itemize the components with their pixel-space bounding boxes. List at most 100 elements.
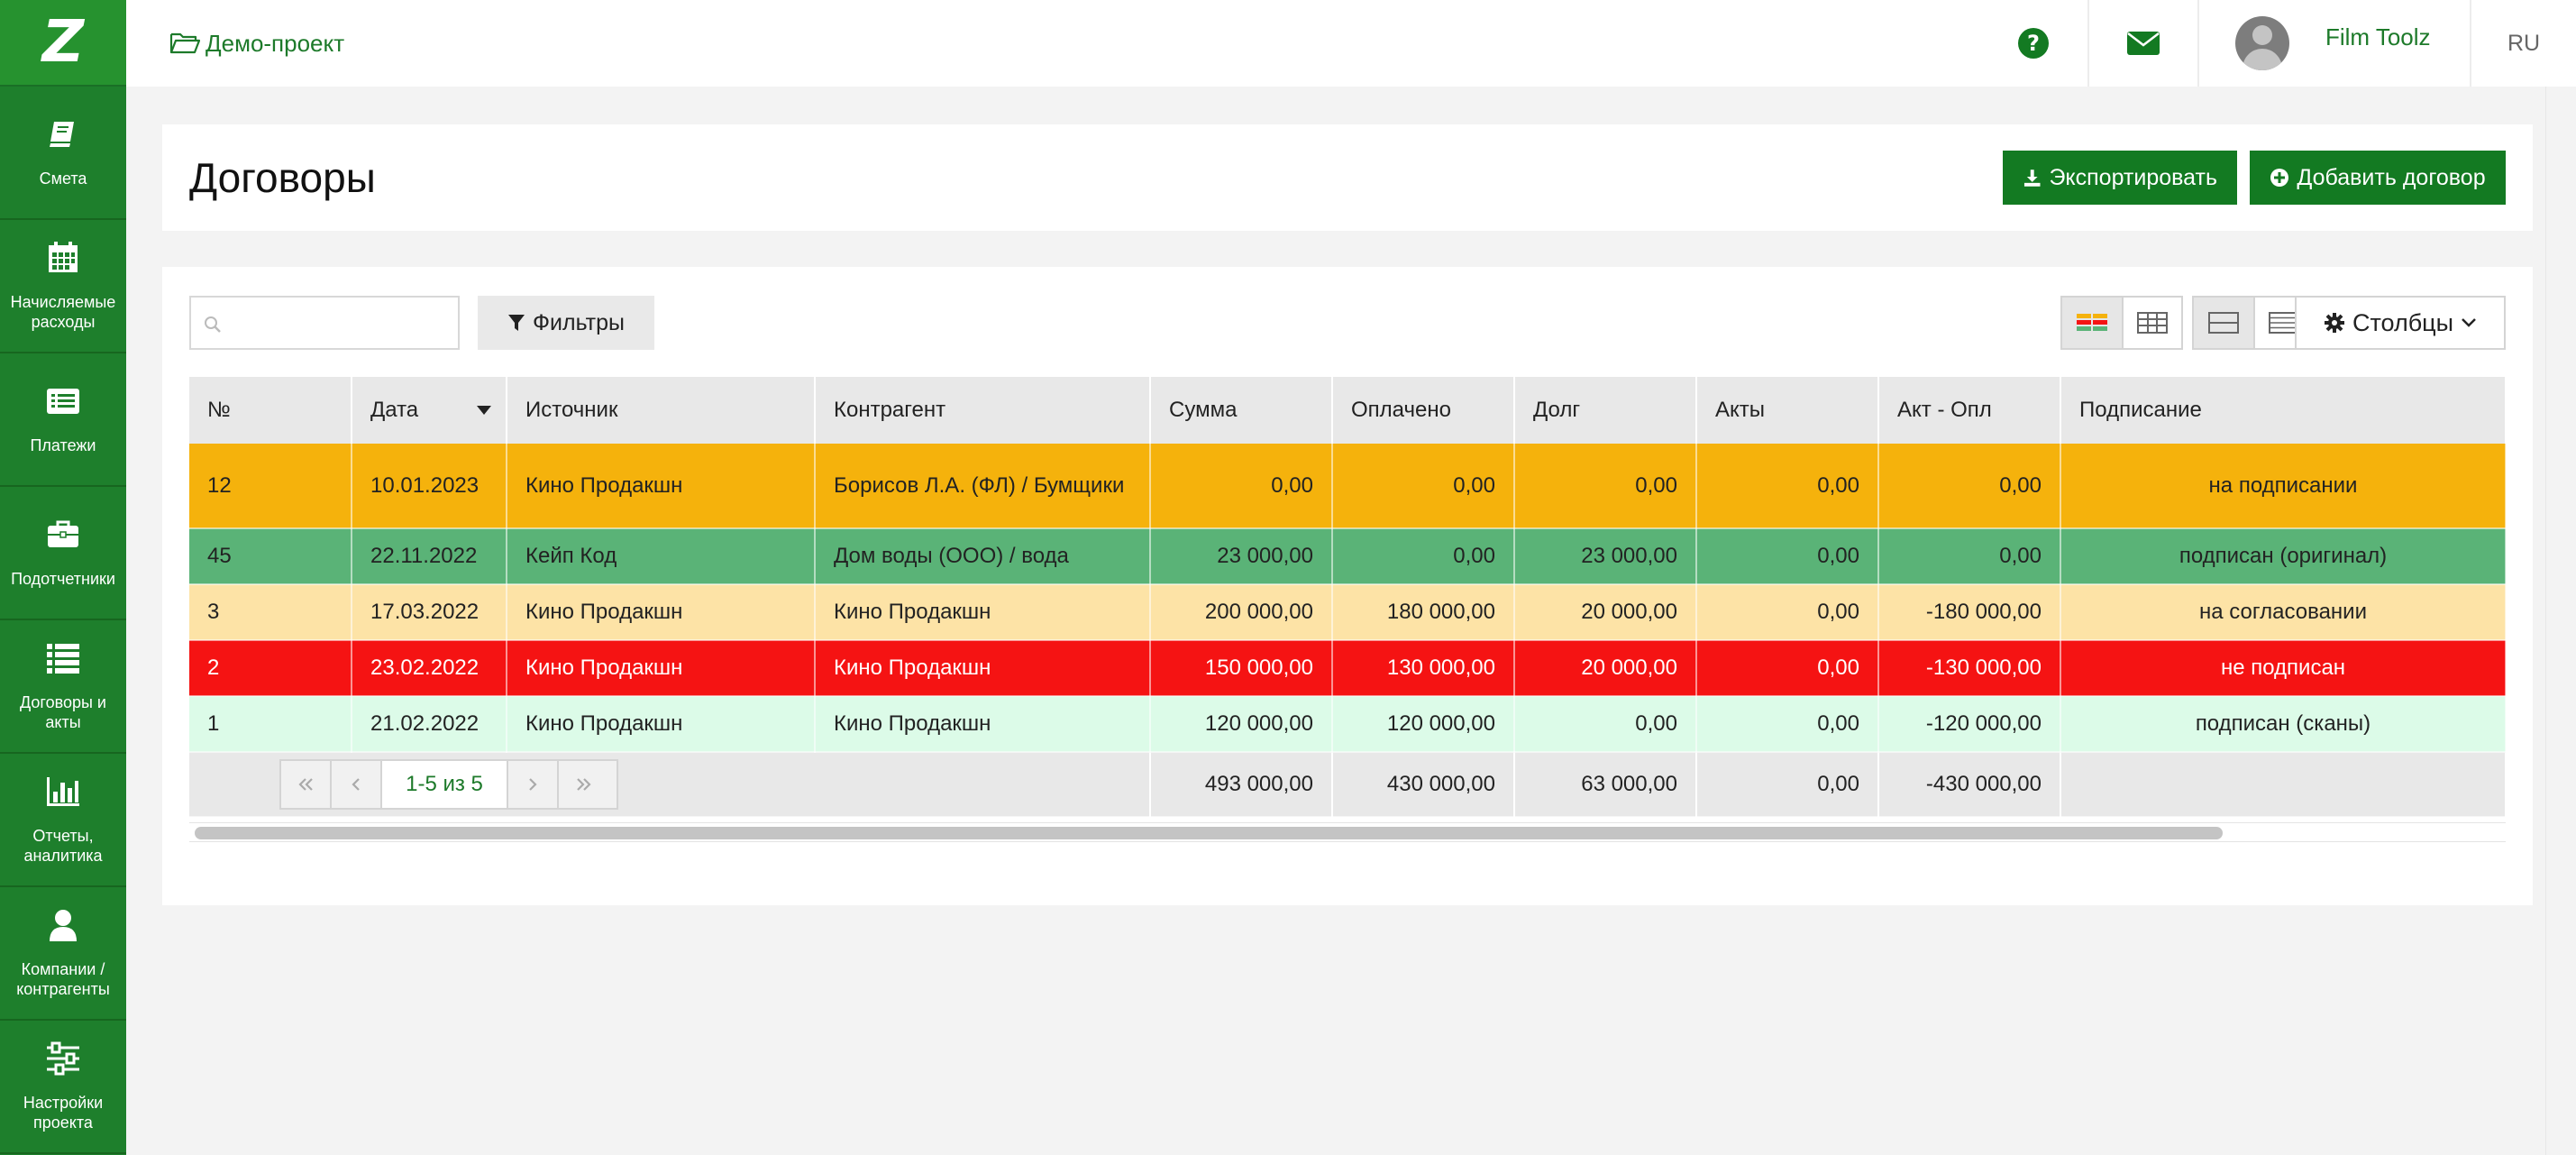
avatar — [2235, 16, 2289, 70]
sidebar-item-estimate[interactable]: Смета — [0, 87, 126, 220]
sidebar-item-contracts[interactable]: Договоры и акты — [0, 620, 126, 754]
download-icon — [2023, 170, 2041, 187]
cell-counterparty: Борисов Л.А. (ФЛ) / Бумщики — [815, 444, 1151, 529]
scrollbar-thumb[interactable] — [195, 827, 2223, 839]
column-header-act-paid[interactable]: Акт - Опл — [1878, 377, 2061, 444]
cell-paid: 180 000,00 — [1332, 584, 1515, 641]
search-input[interactable] — [227, 298, 452, 348]
cell-signing: подписан (сканы) — [2060, 696, 2507, 753]
cell-paid: 120 000,00 — [1332, 696, 1515, 753]
plain-rows-button[interactable] — [2122, 298, 2181, 348]
column-header-sum[interactable]: Сумма — [1150, 377, 1333, 444]
wide-rows-button[interactable] — [2194, 298, 2253, 348]
folder-open-icon — [169, 32, 200, 54]
double-chevron-left-icon — [298, 778, 313, 791]
export-button[interactable]: Экспортировать — [2003, 151, 2237, 205]
colored-rows-button[interactable] — [2062, 298, 2122, 348]
prev-page-button[interactable] — [332, 761, 382, 808]
cell-paid: 130 000,00 — [1332, 640, 1515, 697]
question-circle-icon: ? — [2018, 28, 2049, 59]
filters-label: Фильтры — [533, 309, 625, 335]
page-header: Договоры Экспортировать Добавить договор — [162, 124, 2533, 231]
cell-number: 45 — [189, 528, 352, 585]
first-page-button[interactable] — [281, 761, 332, 808]
project-link[interactable]: Демо-проект — [169, 30, 344, 58]
cell-act-paid: 0,00 — [1878, 444, 2061, 529]
sidebar-item-label: Договоры и акты — [20, 693, 106, 731]
total-signing — [2060, 752, 2507, 818]
total-acts: 0,00 — [1696, 752, 1879, 818]
column-header-signing[interactable]: Подписание — [2060, 377, 2507, 444]
cell-counterparty: Кино Продакшн — [815, 584, 1151, 641]
svg-text:?: ? — [2027, 31, 2040, 56]
contracts-card: Фильтры Столбцы — [162, 267, 2533, 905]
column-header-acts[interactable]: Акты — [1696, 377, 1879, 444]
export-label: Экспортировать — [2049, 164, 2217, 190]
sidebar-item-label: Смета — [39, 170, 87, 188]
cell-debt: 0,00 — [1514, 444, 1697, 529]
cell-counterparty: Кино Продакшн — [815, 640, 1151, 697]
cell-counterparty: Кино Продакшн — [815, 696, 1151, 753]
cell-signing: подписан (оригинал) — [2060, 528, 2507, 585]
cell-counterparty: Дом воды (ООО) / вода — [815, 528, 1151, 585]
table-row[interactable]: 45 22.11.2022 Кейп Код Дом воды (ООО) / … — [189, 528, 2507, 585]
colored-table-icon — [2077, 314, 2107, 331]
table-row[interactable]: 2 23.02.2022 Кино Продакшн Кино Продакшн… — [189, 640, 2507, 697]
columns-button[interactable]: Столбцы — [2295, 296, 2506, 350]
sidebar-item-label: Подотчетники — [11, 570, 115, 588]
cell-act-paid: -180 000,00 — [1878, 584, 2061, 641]
cell-paid: 0,00 — [1332, 444, 1515, 529]
cell-sum: 0,00 — [1150, 444, 1333, 529]
cell-source: Кино Продакшн — [507, 584, 816, 641]
cell-acts: 0,00 — [1696, 696, 1879, 753]
topbar-actions: ? Film Toolz RU — [1979, 0, 2576, 87]
table-header-row: № Дата Источник Контрагент Сумма Оплачен… — [189, 377, 2507, 444]
column-header-paid[interactable]: Оплачено — [1332, 377, 1515, 444]
help-button[interactable]: ? — [1979, 0, 2087, 87]
cell-debt: 20 000,00 — [1514, 584, 1697, 641]
next-page-button[interactable] — [508, 761, 559, 808]
user-menu[interactable]: Film Toolz — [2197, 0, 2470, 87]
filters-button[interactable]: Фильтры — [478, 296, 654, 350]
sidebar-item-label: Платежи — [30, 436, 96, 454]
user-name: Film Toolz — [2325, 23, 2431, 50]
sidebar-item-settings[interactable]: Настройки проекта — [0, 1021, 126, 1154]
table-row[interactable]: 12 10.01.2023 Кино Продакшн Борисов Л.А.… — [189, 444, 2507, 529]
horizontal-scrollbar[interactable] — [189, 822, 2506, 842]
table-row[interactable]: 1 21.02.2022 Кино Продакшн Кино Продакшн… — [189, 696, 2507, 753]
project-name: Демо-проект — [206, 29, 345, 57]
app-logo[interactable]: Z — [0, 0, 126, 87]
table-icon — [2137, 312, 2168, 334]
column-header-source[interactable]: Источник — [507, 377, 816, 444]
cell-signing: не подписан — [2060, 640, 2507, 697]
sidebar-item-payments[interactable]: Платежи — [0, 353, 126, 487]
messages-button[interactable] — [2087, 0, 2197, 87]
header-actions: Экспортировать Добавить договор — [2003, 151, 2506, 205]
sidebar-item-accountables[interactable]: Подотчетники — [0, 487, 126, 620]
column-header-date[interactable]: Дата — [352, 377, 507, 444]
sidebar-item-label: Отчеты, аналитика — [23, 827, 103, 865]
table-row[interactable]: 3 17.03.2022 Кино Продакшн Кино Продакшн… — [189, 584, 2507, 641]
total-paid: 430 000,00 — [1332, 752, 1515, 818]
cell-act-paid: -120 000,00 — [1878, 696, 2061, 753]
column-header-debt[interactable]: Долг — [1514, 377, 1697, 444]
sidebar-item-companies[interactable]: Компании / контрагенты — [0, 887, 126, 1021]
sidebar-item-label: Настройки проекта — [23, 1094, 104, 1132]
sidebar-item-reports[interactable]: Отчеты, аналитика — [0, 754, 126, 887]
wide-rows-icon — [2208, 312, 2239, 334]
add-contract-button[interactable]: Добавить договор — [2250, 151, 2506, 205]
column-header-number[interactable]: № — [189, 377, 352, 444]
search-field[interactable] — [189, 296, 460, 350]
vertical-scrollbar[interactable] — [2545, 87, 2576, 1155]
cell-source: Кино Продакшн — [507, 696, 816, 753]
search-icon — [205, 316, 221, 333]
add-label: Добавить договор — [2297, 164, 2486, 190]
last-page-button[interactable] — [559, 761, 609, 808]
column-header-counterparty[interactable]: Контрагент — [815, 377, 1151, 444]
cell-act-paid: 0,00 — [1878, 528, 2061, 585]
table-totals-row: 1-5 из 5 493 000,00 430 000,00 63 000,00… — [189, 752, 2507, 818]
sidebar-item-accruals[interactable]: Начисляемые расходы — [0, 220, 126, 353]
logo-glyph: Z — [41, 9, 85, 76]
sidebar: Z Смета Начисляемые расходы Платежи Подо… — [0, 0, 126, 1155]
language-switch[interactable]: RU — [2470, 0, 2576, 87]
